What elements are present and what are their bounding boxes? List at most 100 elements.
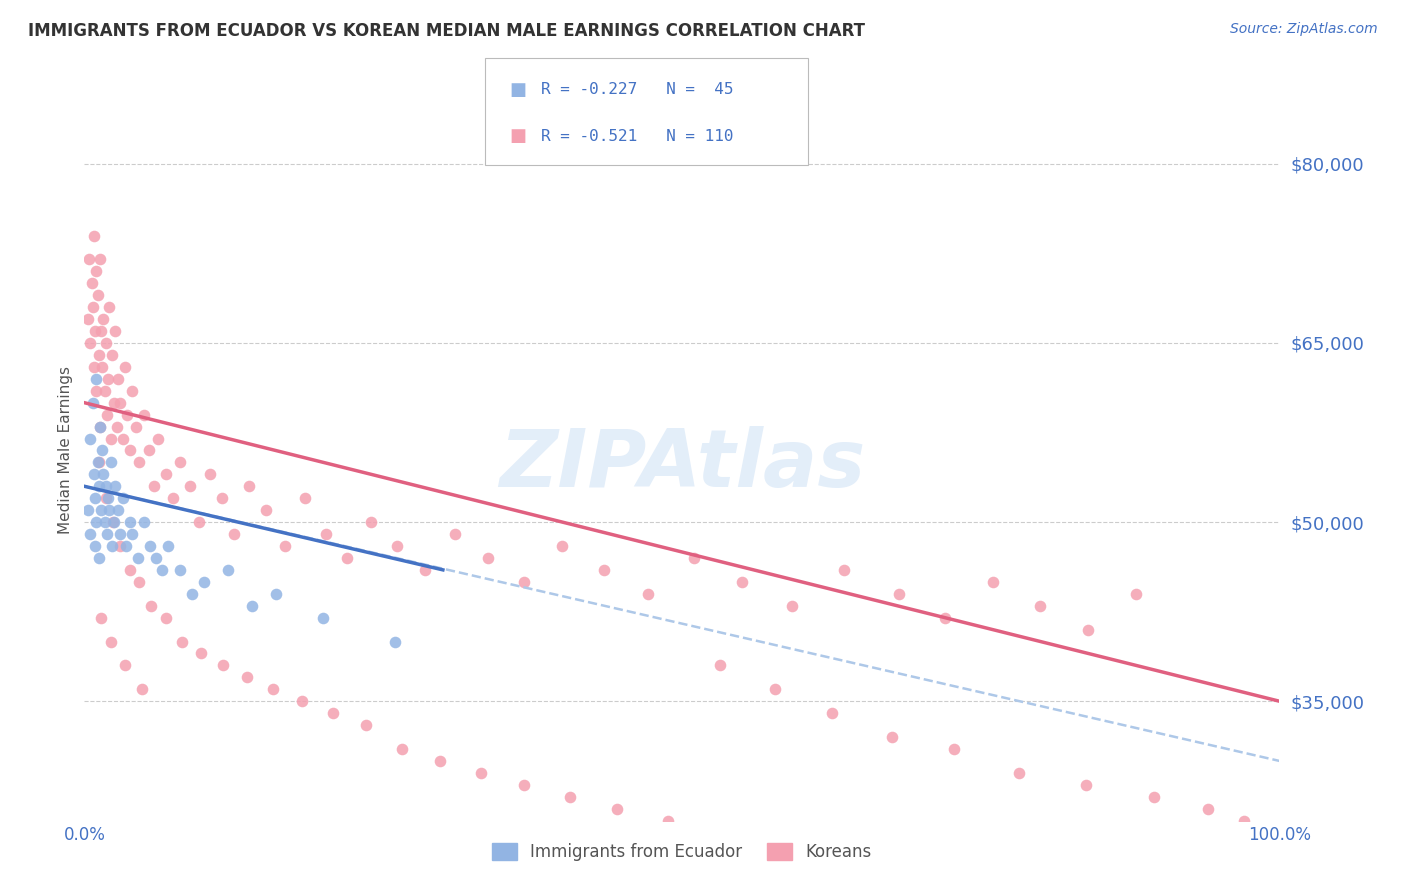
Point xyxy=(115,539,138,553)
Point xyxy=(315,527,337,541)
Point xyxy=(101,348,124,362)
Point xyxy=(236,670,259,684)
Point xyxy=(90,610,112,624)
Point xyxy=(558,789,581,804)
Point xyxy=(606,802,628,816)
Point xyxy=(513,574,536,589)
Point xyxy=(211,491,233,506)
Point xyxy=(97,372,120,386)
Point xyxy=(212,658,235,673)
Point xyxy=(104,324,127,338)
Point xyxy=(86,372,108,386)
Point xyxy=(128,574,150,589)
Point xyxy=(162,491,184,506)
Point xyxy=(89,419,111,434)
Point xyxy=(444,527,467,541)
Point xyxy=(391,742,413,756)
Point xyxy=(93,467,115,482)
Point xyxy=(429,754,451,768)
Point xyxy=(87,479,110,493)
Point xyxy=(96,408,118,422)
Point xyxy=(94,336,117,351)
Point xyxy=(155,467,177,482)
Point xyxy=(105,419,128,434)
Point xyxy=(128,455,150,469)
Point xyxy=(1197,802,1219,816)
Point xyxy=(336,550,359,565)
Point xyxy=(117,408,139,422)
Point xyxy=(98,503,121,517)
Point xyxy=(121,527,143,541)
Point xyxy=(91,443,114,458)
Point xyxy=(131,682,153,697)
Point xyxy=(79,432,101,446)
Point xyxy=(83,228,105,243)
Point xyxy=(107,503,129,517)
Point xyxy=(93,312,115,326)
Point xyxy=(294,491,316,506)
Point xyxy=(127,550,149,565)
Point xyxy=(934,610,956,624)
Point xyxy=(1125,587,1147,601)
Point xyxy=(107,372,129,386)
Point xyxy=(593,563,616,577)
Text: ■: ■ xyxy=(509,127,526,145)
Point xyxy=(110,527,132,541)
Point xyxy=(683,550,706,565)
Point xyxy=(86,384,108,398)
Point xyxy=(181,587,204,601)
Point xyxy=(80,277,103,291)
Point xyxy=(96,527,118,541)
Point xyxy=(101,539,124,553)
Point xyxy=(821,706,844,721)
Point xyxy=(100,455,122,469)
Point xyxy=(93,384,115,398)
Point xyxy=(83,467,105,482)
Point xyxy=(87,348,110,362)
Point xyxy=(179,479,201,493)
Point xyxy=(1008,765,1031,780)
Point xyxy=(141,599,163,613)
Point xyxy=(240,599,263,613)
Point xyxy=(86,515,108,529)
Point xyxy=(254,503,277,517)
Point xyxy=(217,563,239,577)
Point xyxy=(111,432,134,446)
Text: R = -0.227   N =  45: R = -0.227 N = 45 xyxy=(541,82,734,97)
Text: Source: ZipAtlas.com: Source: ZipAtlas.com xyxy=(1230,22,1378,37)
Point xyxy=(155,610,177,624)
Point xyxy=(83,359,105,374)
Point xyxy=(169,455,191,469)
Point xyxy=(356,718,378,732)
Point xyxy=(780,599,803,613)
Point xyxy=(98,300,121,314)
Point xyxy=(222,527,245,541)
Point xyxy=(145,550,167,565)
Point xyxy=(262,682,284,697)
Point xyxy=(1143,789,1166,804)
Point xyxy=(513,778,536,792)
Text: IMMIGRANTS FROM ECUADOR VS KOREAN MEDIAN MALE EARNINGS CORRELATION CHART: IMMIGRANTS FROM ECUADOR VS KOREAN MEDIAN… xyxy=(28,22,865,40)
Point xyxy=(193,574,215,589)
Point xyxy=(322,706,344,721)
Point xyxy=(384,634,406,648)
Point xyxy=(121,384,143,398)
Point xyxy=(94,491,117,506)
Point xyxy=(834,563,856,577)
Point xyxy=(139,539,162,553)
Point xyxy=(360,515,382,529)
Point xyxy=(125,419,148,434)
Point xyxy=(110,395,132,409)
Point xyxy=(86,264,108,278)
Point xyxy=(148,432,170,446)
Point xyxy=(172,634,194,648)
Point xyxy=(110,539,132,553)
Point xyxy=(104,479,127,493)
Point xyxy=(77,312,100,326)
Point xyxy=(79,336,101,351)
Point xyxy=(100,432,122,446)
Point xyxy=(114,359,136,374)
Point xyxy=(101,515,124,529)
Point xyxy=(709,658,731,673)
Point xyxy=(657,814,679,828)
